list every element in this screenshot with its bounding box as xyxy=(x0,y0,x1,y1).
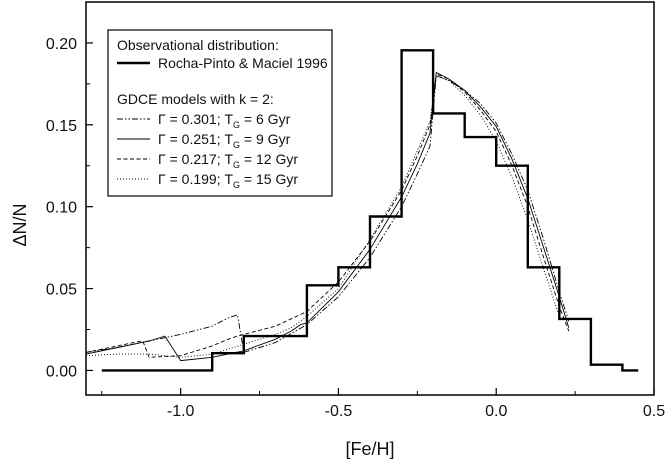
legend-entry-model-9gyr: Γ = 0.251; TG = 9 Gyr xyxy=(117,131,291,150)
step-series-observed xyxy=(101,49,639,372)
series-layer xyxy=(85,49,639,372)
x-tick-label: 0.0 xyxy=(485,403,507,420)
x-tick-label: -1.0 xyxy=(167,403,195,420)
legend-label-model-9gyr: Γ = 0.251; TG = 9 Gyr xyxy=(158,131,291,150)
legend-box xyxy=(107,29,333,197)
legend-entry-model-15gyr: Γ = 0.199; TG = 15 Gyr xyxy=(117,171,298,190)
legend: Observational distribution: Rocha-Pinto … xyxy=(107,29,333,197)
y-tick-label: 0.15 xyxy=(46,118,77,135)
legend-label-model-6gyr: Γ = 0.301; TG = 6 Gyr xyxy=(158,111,291,130)
legend-entry-model-6gyr: Γ = 0.301; TG = 6 Gyr xyxy=(117,111,291,130)
legend-label-model-15gyr: Γ = 0.199; TG = 15 Gyr xyxy=(158,171,298,190)
y-tick-label: 0.20 xyxy=(46,36,77,53)
y-tick-label: 0.10 xyxy=(46,200,77,217)
y-axis-title: ΔN/N xyxy=(10,203,30,246)
legend-header-observational: Observational distribution: xyxy=(117,37,279,53)
x-tick-label: 0.5 xyxy=(643,403,665,420)
legend-header-models: GDCE models with k = 2: xyxy=(117,91,274,107)
series-line-model-3 xyxy=(85,73,570,358)
legend-entry-model-12gyr: Γ = 0.217; TG = 12 Gyr xyxy=(117,151,298,170)
legend-label-observed: Rocha-Pinto & Maciel 1996 xyxy=(158,55,328,71)
legend-label-model-12gyr: Γ = 0.217; TG = 12 Gyr xyxy=(158,151,298,170)
y-tick-label: 0.00 xyxy=(46,363,77,380)
series-line-model-1 xyxy=(85,75,570,353)
y-tick-label: 0.05 xyxy=(46,282,77,299)
x-axis-title: [Fe/H] xyxy=(345,439,394,459)
legend-entry-observed: Rocha-Pinto & Maciel 1996 xyxy=(117,55,328,71)
tick-layer: -1.0 -0.5 0.0 0.5 0.00 0.05 0.10 0.15 0.20 xyxy=(46,36,665,420)
series-line-observed xyxy=(101,49,639,372)
x-tick-label: -0.5 xyxy=(325,403,353,420)
series-line-model-2 xyxy=(85,71,570,362)
